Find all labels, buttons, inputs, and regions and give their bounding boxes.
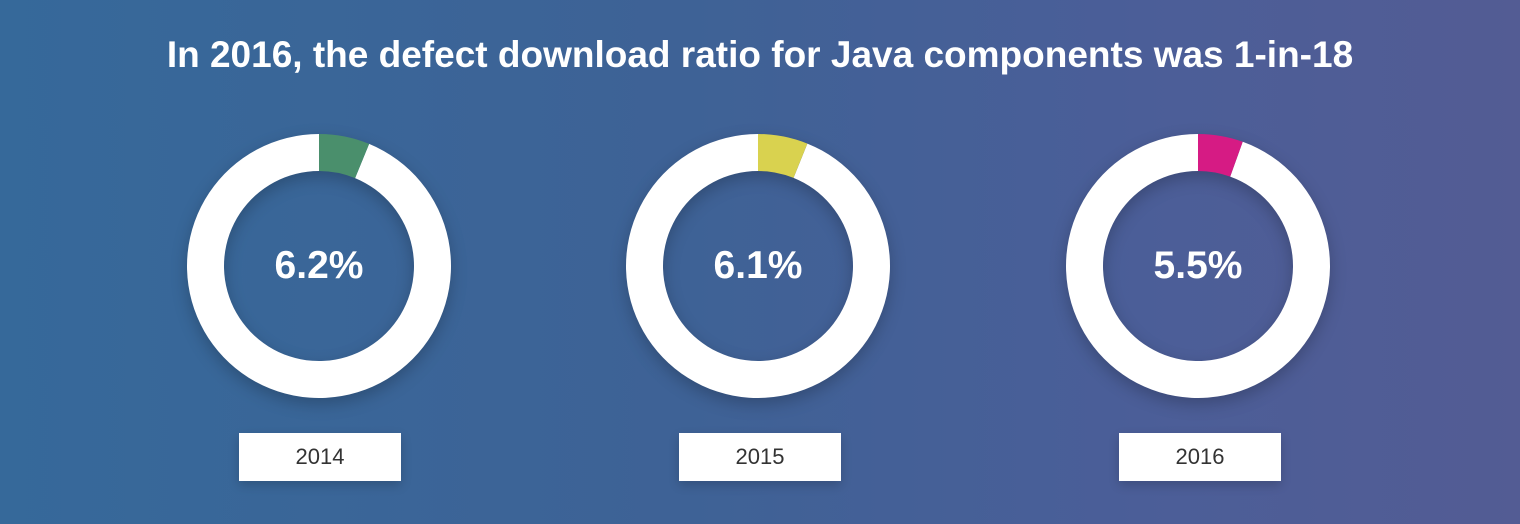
donut-value-label-2015: 6.1% <box>713 244 803 287</box>
donut-value-label-2014: 6.2% <box>274 244 364 287</box>
year-label-2014: 2014 <box>239 433 401 481</box>
donut-value-slice-2014 <box>319 134 370 179</box>
donut-chart-2016: 5.5% <box>1066 134 1330 398</box>
donut-svg-2014 <box>187 134 451 398</box>
year-label-2015: 2015 <box>679 433 841 481</box>
donut-chart-2014: 6.2% <box>187 134 451 398</box>
donut-chart-2015: 6.1% <box>626 134 890 398</box>
donut-svg-2015 <box>626 134 890 398</box>
donut-value-label-2016: 5.5% <box>1153 244 1243 287</box>
donut-svg-2016 <box>1066 134 1330 398</box>
chart-title: In 2016, the defect download ratio for J… <box>166 34 1354 75</box>
donut-value-slice-2016 <box>1198 134 1243 177</box>
year-label-2016: 2016 <box>1119 433 1281 481</box>
donut-value-slice-2015 <box>758 134 808 178</box>
